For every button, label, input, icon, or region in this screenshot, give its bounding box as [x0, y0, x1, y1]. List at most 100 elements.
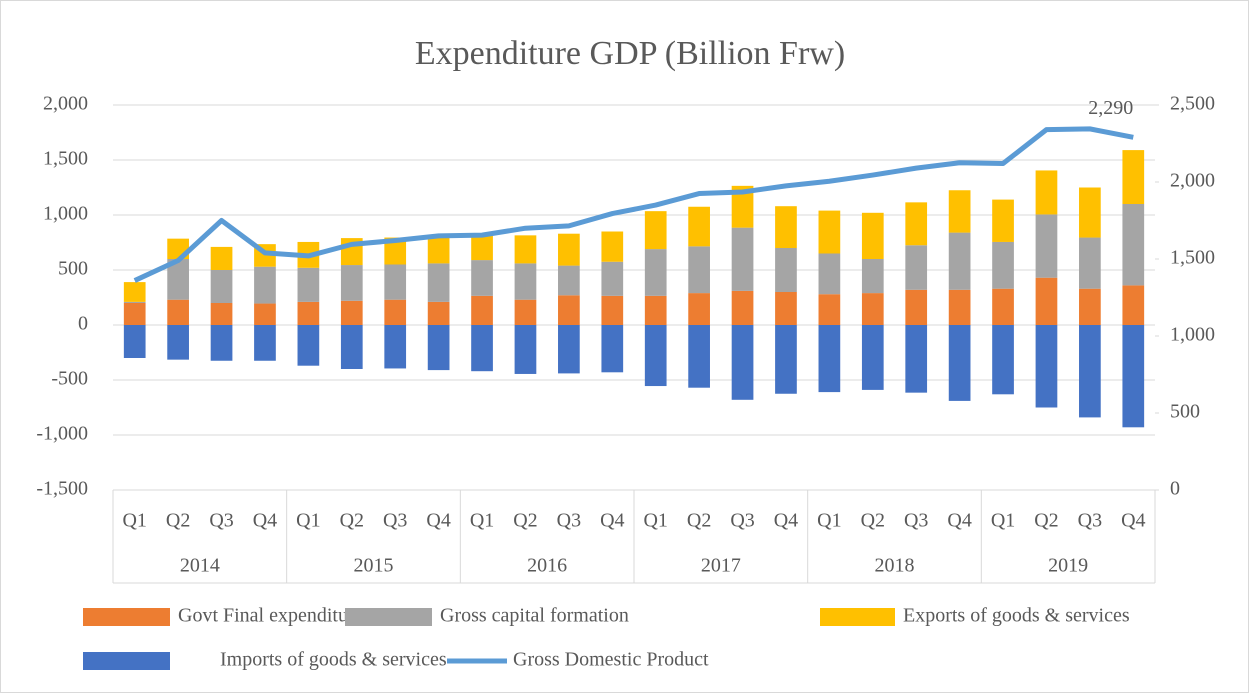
x-tick-label: Q4: [947, 510, 971, 532]
legend-label: Exports of goods & services: [903, 605, 1130, 627]
legend-swatch: [83, 608, 170, 626]
x-tick-label: Q2: [1034, 510, 1058, 532]
bar-segment: [210, 325, 233, 361]
y-tick-label: 500: [58, 258, 88, 280]
bar-segment: [601, 295, 624, 325]
y-tick-label: -1,500: [36, 478, 88, 500]
bar-segment: [384, 325, 407, 369]
bar-segment: [818, 253, 841, 295]
x-tick-label: Q3: [730, 510, 754, 532]
chart-title: Expenditure GDP (Billion Frw): [415, 35, 845, 72]
bar-segment: [384, 299, 407, 325]
y2-tick-label: 0: [1170, 478, 1180, 500]
bar-segment: [427, 263, 450, 302]
bar-segment: [601, 261, 624, 296]
bar-segment: [861, 212, 884, 259]
legend-swatch: [83, 652, 170, 670]
bar-segment: [775, 248, 797, 292]
bar-segment: [644, 295, 667, 325]
group-label: 2018: [875, 555, 915, 577]
bar-segment: [775, 206, 797, 248]
bar-segment: [731, 325, 754, 400]
group-label: 2014: [180, 555, 220, 577]
bar-segment: [210, 303, 233, 325]
bar-segment: [1122, 285, 1145, 325]
bar-segment: [688, 325, 710, 388]
bar-segment: [818, 325, 841, 393]
bar-segment: [948, 232, 971, 290]
bar-segment: [514, 325, 537, 374]
bar-segment: [1122, 325, 1145, 428]
bar-segment: [471, 235, 493, 261]
bar-segment: [775, 292, 797, 325]
legend-label: Gross Domestic Product: [513, 649, 709, 671]
bar-segment: [167, 325, 189, 360]
x-tick-label: Q2: [687, 510, 711, 532]
bar-segment: [123, 325, 146, 358]
bar-segment: [558, 265, 580, 296]
bar-segment: [254, 266, 276, 304]
bar-segment: [123, 282, 146, 302]
bar-segment: [1122, 150, 1145, 204]
bar-segment: [601, 231, 624, 262]
y2-tick-label: 1,000: [1170, 324, 1215, 346]
bar-segment: [1035, 277, 1058, 325]
bar-segment: [992, 241, 1014, 289]
bar-segment: [123, 301, 146, 303]
bar-segment: [340, 325, 363, 369]
legend-swatch: [820, 608, 895, 626]
bar-segment: [1079, 288, 1101, 325]
bar-segment: [905, 202, 928, 246]
group-label: 2016: [527, 555, 567, 577]
bar-segment: [471, 295, 493, 325]
bar-segment: [644, 325, 667, 387]
x-tick-label: Q4: [1121, 510, 1145, 532]
bar-segment: [731, 185, 754, 228]
bar-segment: [297, 267, 320, 302]
bar-segment: [340, 265, 363, 301]
x-tick-label: Q4: [600, 510, 624, 532]
bar-segment: [427, 301, 450, 325]
x-tick-label: Q3: [557, 510, 581, 532]
legend-swatch: [345, 608, 432, 626]
y-tick-label: 1,500: [43, 148, 88, 170]
y2-tick-label: 1,500: [1170, 247, 1215, 269]
data-label: 2,290: [1088, 97, 1133, 119]
bar-segment: [1035, 325, 1058, 408]
bar-segment: [384, 264, 407, 300]
bar-segment: [731, 290, 754, 325]
x-tick-label: Q4: [253, 510, 277, 532]
bar-segment: [1079, 237, 1101, 289]
bar-segment: [297, 301, 320, 325]
bar-segment: [427, 237, 450, 264]
bar-segment: [601, 325, 624, 373]
legend-label: Govt Final expenditure: [178, 605, 364, 627]
y-tick-label: -1,000: [36, 423, 88, 445]
x-tick-label: Q1: [817, 510, 841, 532]
bar-segment: [297, 325, 320, 366]
bar-segment: [514, 299, 537, 325]
bar-segment: [948, 190, 971, 233]
bar-segment: [948, 289, 971, 325]
y-tick-label: 1,000: [43, 203, 88, 225]
bar-segment: [731, 227, 754, 291]
bar-segment: [905, 245, 928, 290]
bar-segment: [905, 325, 928, 393]
x-tick-label: Q2: [861, 510, 885, 532]
bar-segment: [861, 325, 884, 390]
bar-segment: [558, 233, 580, 266]
y-tick-label: -500: [51, 368, 88, 390]
bar-segment: [688, 293, 710, 325]
bar-segment: [1122, 204, 1145, 286]
bar-segment: [514, 235, 537, 264]
bar-segment: [254, 303, 276, 325]
bar-segment: [775, 325, 797, 394]
group-label: 2015: [354, 555, 394, 577]
bar-segment: [861, 259, 884, 294]
bar-segment: [688, 206, 710, 247]
x-tick-label: Q1: [122, 510, 146, 532]
bar-segment: [210, 246, 233, 270]
bar-segment: [1079, 325, 1101, 418]
x-tick-label: Q2: [513, 510, 537, 532]
